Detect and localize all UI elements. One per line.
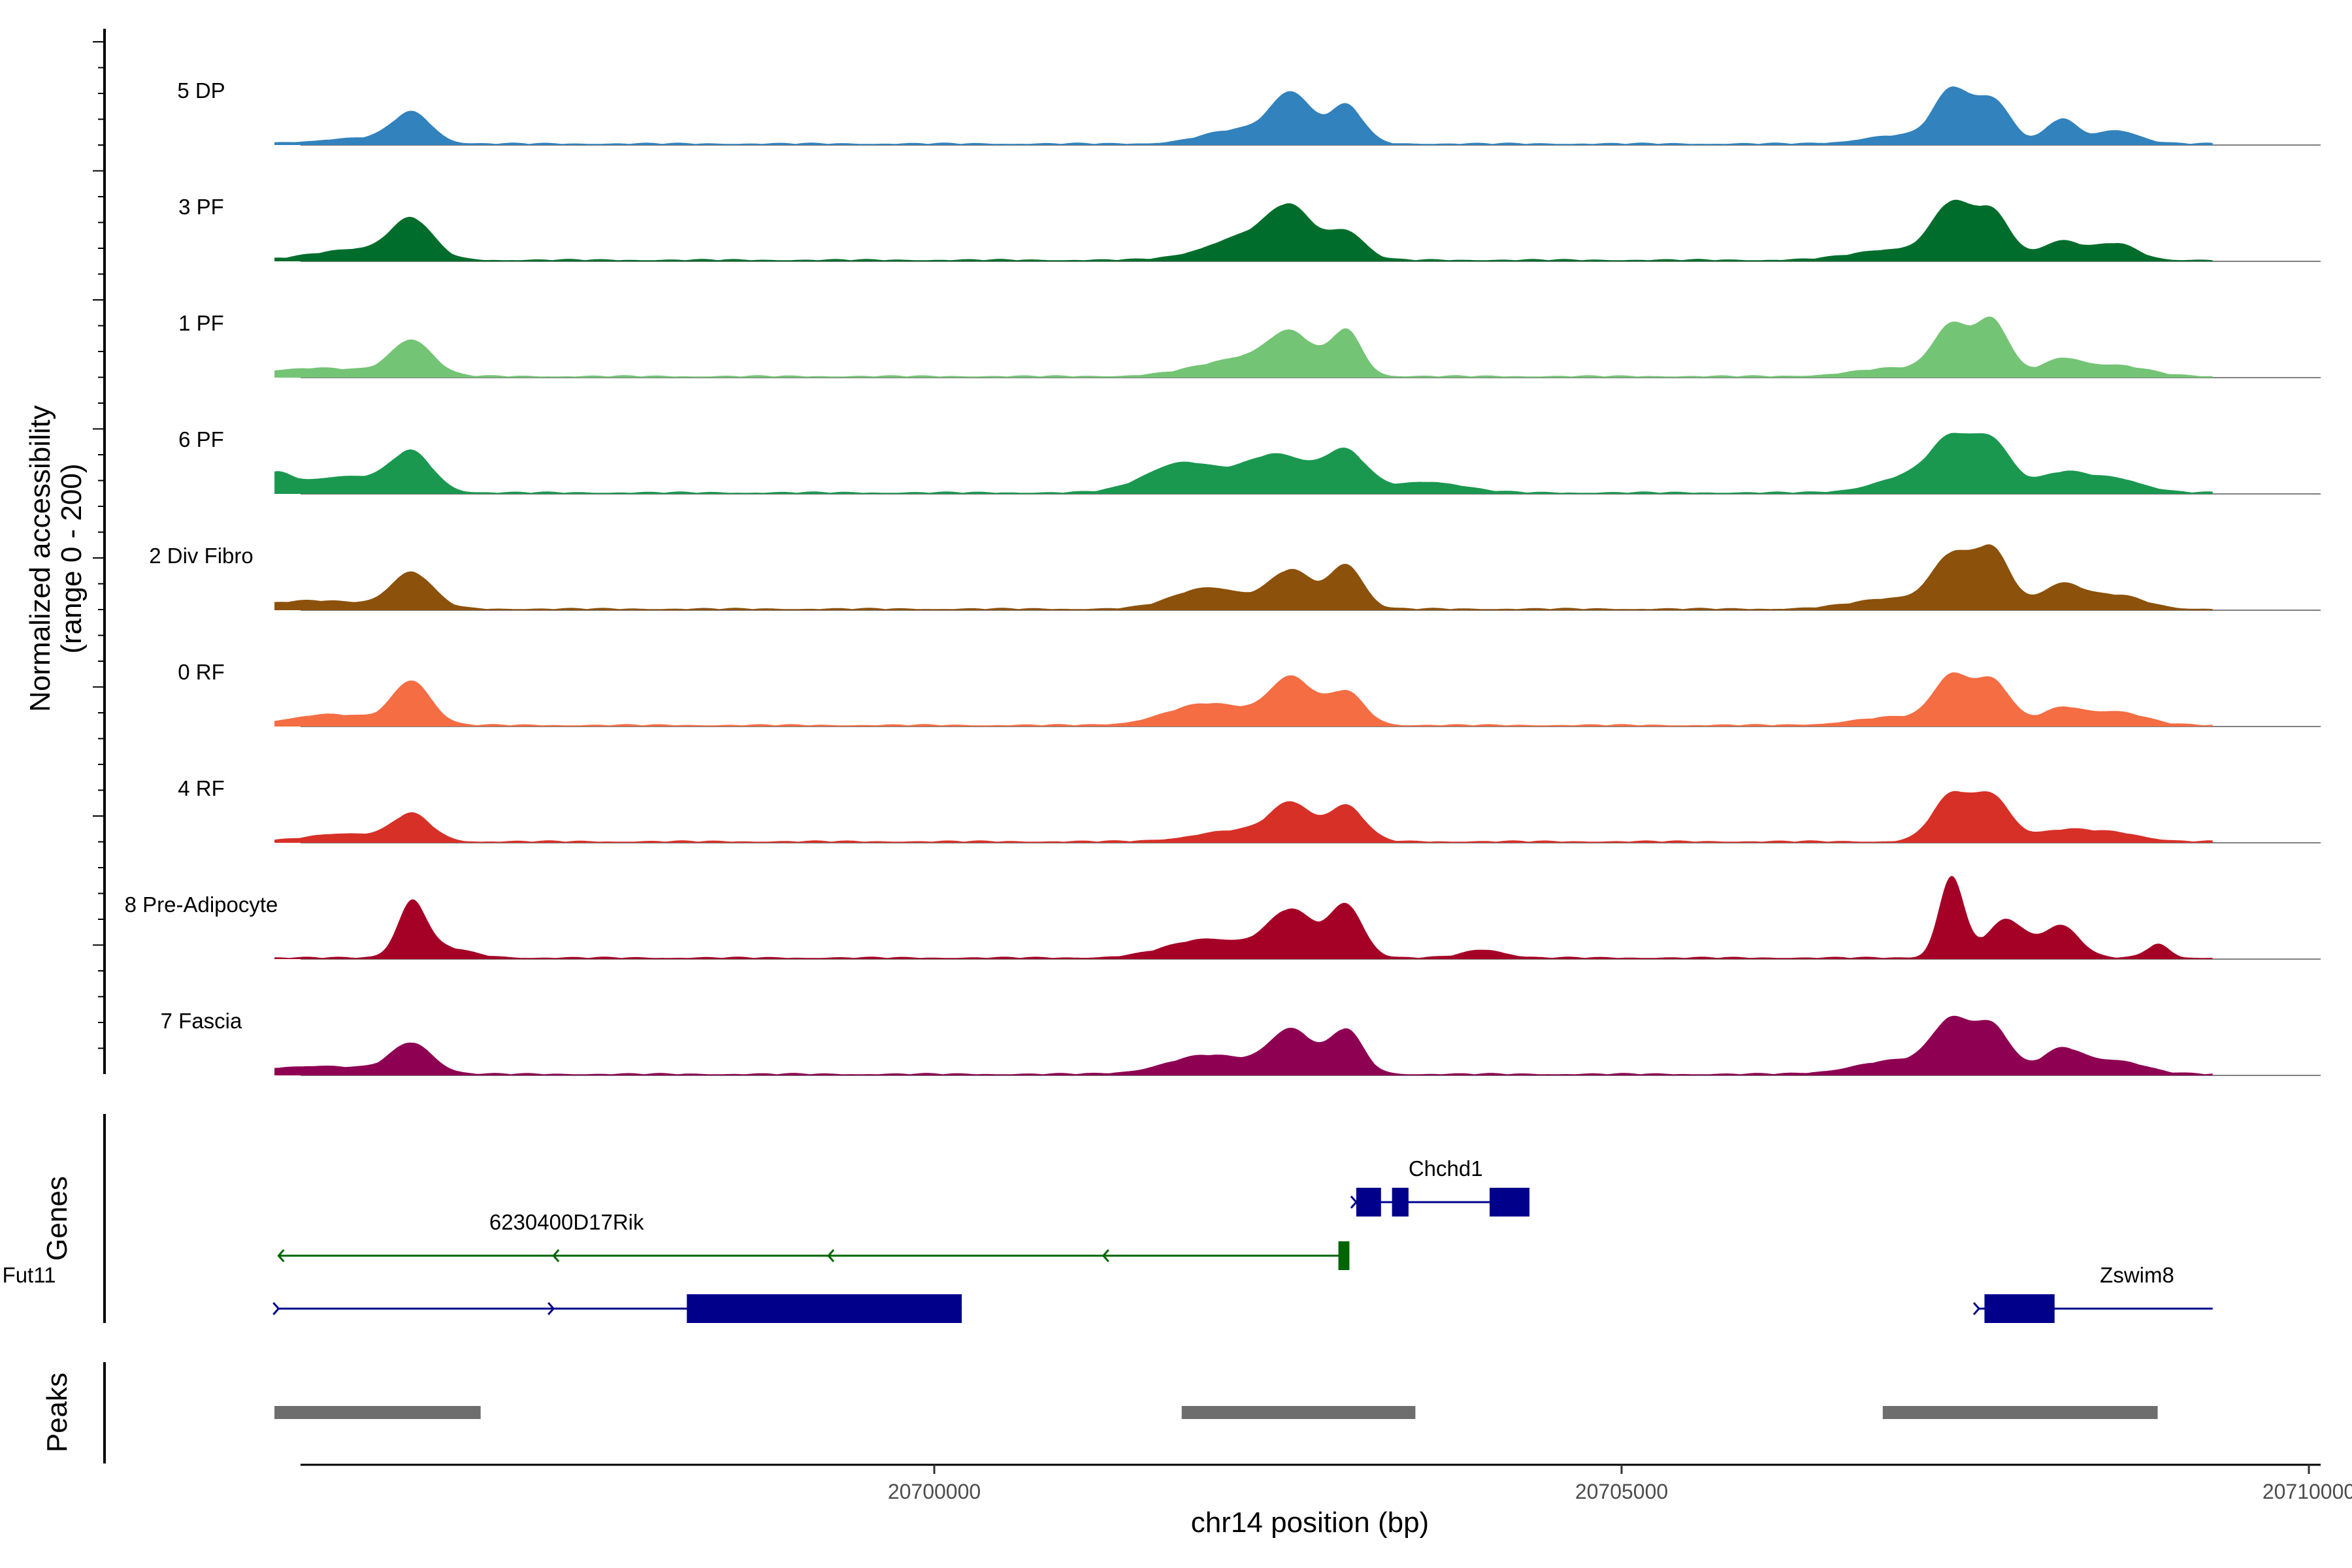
coverage-area <box>274 1015 2213 1075</box>
gene-label: Zswim8 <box>2100 1263 2174 1287</box>
gene-exon <box>1490 1188 1530 1217</box>
gene-label: Fut11 <box>3 1263 56 1287</box>
strand-arrow <box>272 1302 280 1315</box>
track-label: 1 PF <box>178 311 224 335</box>
x-tick-label: 20700000 <box>888 1480 981 1503</box>
gene-chchd1: Chchd1 <box>1350 1156 1530 1217</box>
coverage-area <box>274 316 2213 378</box>
track-label: 4 RF <box>178 776 225 800</box>
peak-region-bar <box>1181 1406 1416 1419</box>
x-tick-label: 20710000 <box>2262 1480 2352 1503</box>
peak-region-bar <box>274 1406 481 1419</box>
coverage-tracks: 5 DP 3 PF 1 PF 6 PF 2 Div Fibro 0 RF 4 RF 8 Pre… <box>125 78 2321 1076</box>
track-label: 5 DP <box>177 78 225 103</box>
strand-arrow <box>547 1302 555 1315</box>
coverage-area <box>274 875 2213 959</box>
x-tick-label: 20705000 <box>1575 1480 1668 1503</box>
peaks-panel-title: Peaks <box>41 1373 73 1452</box>
strand-arrow <box>277 1249 285 1262</box>
track-5-dp: 5 DP <box>177 78 2321 146</box>
gene-exon <box>1356 1188 1381 1217</box>
coverage-area <box>274 433 2213 494</box>
gene-zswim8: Zswim8 <box>1972 1263 2213 1323</box>
genes-panel-title: Genes <box>41 1176 73 1261</box>
coverage-area <box>274 791 2213 843</box>
peak-region-bar <box>1882 1406 2158 1419</box>
gene-fut11: Fut11 <box>3 1263 962 1323</box>
y-axis-title-line1: Normalized accessibility <box>24 405 56 711</box>
track-0-rf: 0 RF <box>178 660 2321 727</box>
strand-arrow <box>1972 1302 1981 1315</box>
track-7-fascia: 7 Fascia <box>161 1009 2321 1076</box>
coverage-area <box>274 86 2213 145</box>
coverage-area <box>274 672 2213 727</box>
strand-arrow <box>826 1249 835 1262</box>
coverage-y-axis-ticks <box>93 41 105 1049</box>
strand-arrow <box>1102 1249 1109 1262</box>
gene-label: 6230400D17Rik <box>489 1210 644 1234</box>
track-1-pf: 1 PF <box>178 311 2321 378</box>
strand-arrow <box>1350 1196 1358 1209</box>
strand-arrow <box>552 1249 560 1262</box>
peak-regions-track <box>274 1406 2158 1419</box>
gene-6230400d17rik: 6230400D17Rik <box>277 1210 1350 1270</box>
track-label: 6 PF <box>178 427 224 451</box>
track-label: 8 Pre-Adipocyte <box>125 892 278 917</box>
gene-label: Chchd1 <box>1409 1156 1483 1181</box>
track-label: 0 RF <box>178 660 225 684</box>
x-axis: 20700000 20705000 20710000 <box>888 1465 2352 1503</box>
gene-exon <box>687 1294 962 1323</box>
track-4-rf: 4 RF <box>178 776 2321 843</box>
track-label: 3 PF <box>178 195 224 219</box>
track-2-div-fibro: 2 Div Fibro <box>149 544 2321 611</box>
gene-exon <box>1338 1241 1350 1270</box>
coverage-area <box>274 199 2213 261</box>
track-8-pre-adipocyte: 8 Pre-Adipocyte <box>125 875 2321 960</box>
gene-exon <box>1392 1188 1409 1217</box>
x-axis-title: chr14 position (bp) <box>1191 1507 1429 1539</box>
track-label: 2 Div Fibro <box>149 544 253 568</box>
y-axis-title-line2: (range 0 - 200) <box>56 463 88 653</box>
track-label: 7 Fascia <box>161 1009 242 1033</box>
coverage-area <box>274 544 2213 610</box>
gene-annotation-track: Chchd1 6230400D17Rik Fut11 Zswim8 <box>3 1156 2213 1323</box>
track-6-pf: 6 PF <box>178 427 2321 495</box>
track-3-pf: 3 PF <box>178 195 2321 262</box>
gene-exon <box>1984 1294 2055 1323</box>
